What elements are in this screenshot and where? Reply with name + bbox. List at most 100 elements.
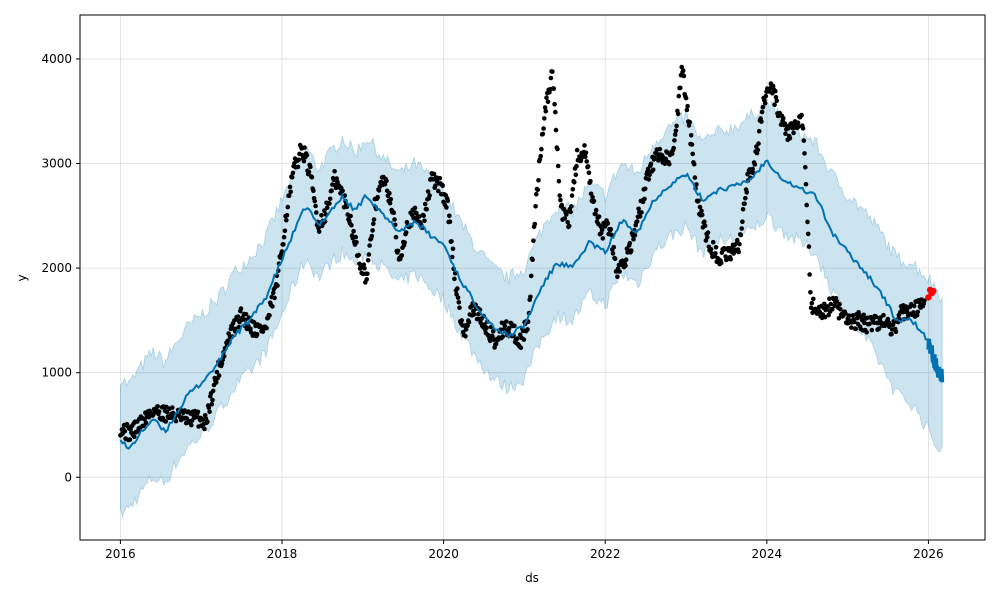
observed-point [671,145,676,151]
observed-point [457,305,462,311]
observed-point [528,294,533,300]
observed-point [590,194,595,200]
observed-point [295,164,301,170]
observed-point [846,313,852,319]
observed-point [611,244,617,250]
observed-point [881,312,886,318]
observed-point [219,361,225,366]
observed-point [493,341,499,347]
observed-point [327,201,332,206]
observed-point [705,230,711,235]
observed-point [538,153,543,159]
plot-frame [79,14,986,541]
observed-point [289,175,295,180]
observed-point [535,187,540,193]
observed-point [569,193,575,198]
observed-point [533,204,538,209]
observed-point [213,380,219,385]
observed-point [740,207,746,212]
observed-point [362,266,367,271]
observed-point [284,217,289,223]
observed-point [170,405,175,410]
observed-point [399,253,405,258]
observed-point [772,102,777,107]
observed-point [354,240,359,245]
observed-point [316,229,322,234]
observed-point [532,221,538,227]
observed-point [210,388,216,394]
observed-point [851,319,857,325]
forecast-line [119,159,929,450]
observed-point [324,205,330,211]
observed-point [353,234,359,240]
observed-point [553,127,559,133]
observed-point [447,213,452,219]
observed-point [861,312,866,318]
observed-point [484,325,489,331]
observed-point [370,228,375,233]
observed-point [301,158,307,164]
observed-point [550,69,555,74]
observed-point [279,249,285,254]
observed-point [568,209,573,215]
observed-point [803,181,809,187]
observed-point [311,188,316,194]
observed-point [195,409,201,415]
observed-point [787,136,793,141]
observed-point [459,318,465,323]
observed-point [332,169,337,174]
observed-point [911,303,917,309]
observed-point [528,273,534,279]
observed-point [598,224,603,229]
x-tick-label: 2020 [428,547,459,561]
observed-point [791,130,796,136]
observed-point [304,152,310,158]
observed-point [657,146,663,152]
observed-point [745,171,750,177]
observed-point [646,177,652,182]
observed-point [876,326,882,331]
observed-point [371,217,377,222]
observed-point [773,88,778,94]
observed-point [574,163,579,169]
y-tick-label: 0 [64,470,72,484]
observed-point [365,258,371,263]
x-tick-label: 2018 [267,547,298,561]
observed-point [267,313,272,318]
observed-point [873,314,879,320]
observed-point [278,255,283,260]
observed-point [539,146,544,152]
observed-point [759,119,764,124]
observed-point [449,254,455,260]
observed-point [371,221,376,227]
observed-point [699,208,704,214]
observed-point [591,198,597,204]
observed-point [122,428,128,434]
observed-point [610,251,616,256]
observed-point [583,154,588,160]
observed-point [688,133,694,138]
observed-point [243,317,248,323]
observed-point [365,271,370,277]
observed-point [586,170,592,176]
observed-point [673,128,679,133]
observed-point [862,320,867,326]
y-tick-label: 3000 [41,157,72,171]
observed-point [437,175,443,181]
observed-point [286,193,292,198]
observed-point [356,252,362,258]
observed-point [763,94,769,99]
observed-point [889,332,894,337]
observed-point [349,222,354,228]
observed-point [718,260,724,266]
observed-point [455,286,460,291]
observed-point [202,426,207,432]
observed-point [207,409,212,415]
observed-point [744,190,750,195]
observed-point [807,272,812,277]
observed-point [387,200,393,206]
observed-point [515,336,520,341]
observed-point [796,124,801,129]
observed-point [264,325,269,331]
observed-point [463,327,469,332]
